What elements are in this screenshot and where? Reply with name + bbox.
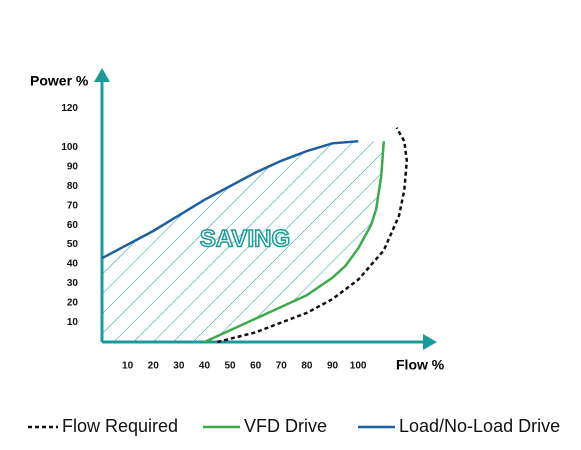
x-axis-arrow <box>423 334 437 350</box>
series-line <box>203 141 386 344</box>
saving-label: SAVING <box>200 225 290 252</box>
y-tick-label: 50 <box>67 239 79 250</box>
x-tick-label: 100 <box>350 361 367 372</box>
x-tick-label: 90 <box>327 361 339 372</box>
y-tick-label: 100 <box>61 142 78 153</box>
x-tick-label: 30 <box>173 361 185 372</box>
saving-area <box>102 141 384 342</box>
x-axis-label: Flow % <box>396 357 445 373</box>
x-tick-label: 10 <box>122 361 134 372</box>
y-tick-label: 30 <box>67 278 79 289</box>
x-tick-label: 50 <box>225 361 237 372</box>
y-tick-label: 20 <box>67 298 79 309</box>
legend-label: Load/No-Load Drive <box>399 416 560 436</box>
x-tick-label: 80 <box>301 361 313 372</box>
y-tick-label: 120 <box>61 103 78 114</box>
x-tick-label: 20 <box>148 361 160 372</box>
x-tick-label: 60 <box>250 361 262 372</box>
y-tick-label: 90 <box>67 161 79 172</box>
y-tick-label: 80 <box>67 181 79 192</box>
x-tick-label: 40 <box>199 361 211 372</box>
y-tick-label: 40 <box>67 259 79 270</box>
x-tick-label: 70 <box>276 361 288 372</box>
y-axis-arrow <box>94 68 110 82</box>
series-line <box>216 127 409 344</box>
series-line <box>101 140 359 260</box>
y-tick-label: 70 <box>67 200 79 211</box>
legend-label: VFD Drive <box>244 416 327 436</box>
y-tick-label: 10 <box>67 317 79 328</box>
y-axis-label: Power % <box>30 73 89 89</box>
legend-label: Flow Required <box>62 416 178 436</box>
y-tick-label: 60 <box>67 220 79 231</box>
